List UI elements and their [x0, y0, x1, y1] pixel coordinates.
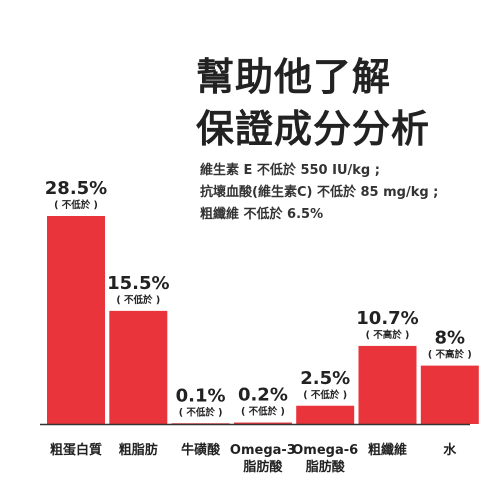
bar-qualifier-4: ( 不低於 )	[303, 389, 347, 401]
bar-value-label-0: 28.5%	[45, 178, 107, 199]
bar-qualifier-0: ( 不低於 )	[54, 199, 98, 211]
category-label-6: 水	[443, 442, 457, 458]
bar-value-label-6: 8%	[435, 328, 466, 349]
category-label-5: 粗纖維	[368, 442, 407, 458]
bar-qualifier-6: ( 不高於 )	[428, 349, 472, 361]
category-label-2: 牛磺酸	[181, 442, 221, 458]
category-label-3-line-0: Omega-3	[230, 443, 296, 458]
category-label-4-line-1: 脂肪酸	[305, 459, 346, 475]
bar-value-label-1: 15.5%	[107, 273, 169, 294]
bar-1	[109, 310, 168, 424]
bar-0	[47, 216, 105, 424]
bar-value-label-3: 0.2%	[238, 385, 288, 406]
bar-4	[296, 405, 355, 424]
heading-line-1: 幫助他了解	[196, 55, 392, 99]
heading-line-2: 保證成分分析	[196, 107, 431, 151]
note-vitamin-c: 抗壞血酸(維生素C) 不低於 85 mg/kg ;	[200, 185, 439, 200]
bar-value-label-2: 0.1%	[176, 385, 226, 406]
bar-value-label-4: 2.5%	[300, 368, 350, 389]
bar-qualifier-5: ( 不高於 )	[366, 329, 410, 341]
bar-qualifier-1: ( 不低於 )	[116, 294, 160, 306]
bar-qualifier-2: ( 不低於 )	[179, 406, 223, 418]
bar-value-label-5: 10.7%	[356, 308, 418, 329]
category-label-4-line-0: Omega-6	[292, 443, 358, 458]
category-label-3-line-1: 脂肪酸	[242, 459, 283, 475]
bar-2	[171, 423, 230, 424]
category-label-0: 粗蛋白質	[50, 442, 102, 458]
bar-5	[358, 345, 417, 424]
note-crude-fiber: 粗纖維 不低於 6.5%	[200, 207, 324, 222]
guarantee-notes: 維生素 E 不低於 550 IU/kg ; 抗壞血酸(維生素C) 不低於 85 …	[200, 160, 490, 226]
bar-6	[420, 365, 479, 424]
bar-qualifier-3: ( 不低於 )	[241, 406, 285, 418]
note-vitamin-e: 維生素 E 不低於 550 IU/kg ;	[200, 163, 380, 178]
bar-3	[233, 422, 292, 424]
category-label-1: 粗脂肪	[119, 442, 158, 458]
